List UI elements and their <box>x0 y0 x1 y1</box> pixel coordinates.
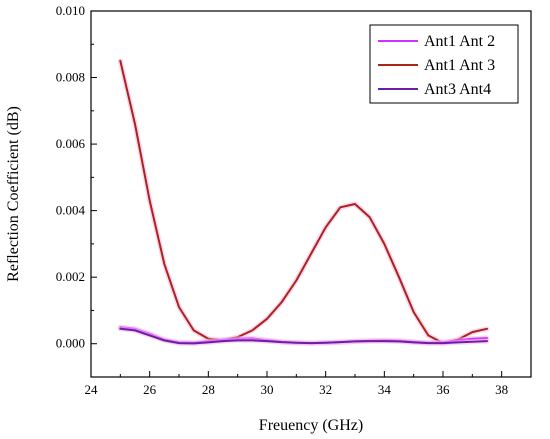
y-tick-label: 0.004 <box>56 203 86 218</box>
x-axis-title: Freuency (GHz) <box>259 417 363 434</box>
y-tick-label: 0.002 <box>56 269 85 284</box>
y-tick-label: 0.000 <box>56 336 85 351</box>
x-tick-label: 36 <box>437 382 451 397</box>
x-tick-label: 26 <box>143 382 157 397</box>
legend-label: Ant1 Ant 3 <box>424 57 495 74</box>
legend-label: Ant3 Ant4 <box>424 81 491 98</box>
y-axis-title: Reflection Coefficient (dB) <box>5 106 22 282</box>
legend: Ant1 Ant 2 Ant1 Ant 3 Ant3 Ant4 <box>369 24 519 104</box>
series-line-2 <box>119 59 488 345</box>
x-tick-label: 34 <box>378 382 392 397</box>
x-tick-label: 28 <box>202 382 215 397</box>
y-axis: 0.000 0.002 0.004 0.006 0.008 0.010 <box>56 3 97 378</box>
series-line-3 <box>119 327 488 345</box>
x-tick-label: 38 <box>495 382 508 397</box>
x-tick-label: 32 <box>319 382 332 397</box>
y-tick-label: 0.006 <box>56 136 86 151</box>
series-layer <box>117 58 490 346</box>
legend-label: Ant1 Ant 2 <box>424 33 495 50</box>
y-tick-label: 0.008 <box>56 70 85 85</box>
y-tick-label: 0.010 <box>56 3 85 18</box>
plot-frame <box>90 10 532 378</box>
x-tick-label: 24 <box>85 382 99 397</box>
x-axis: 24 26 28 30 32 34 36 38 <box>85 371 508 397</box>
x-tick-label: 30 <box>261 382 274 397</box>
